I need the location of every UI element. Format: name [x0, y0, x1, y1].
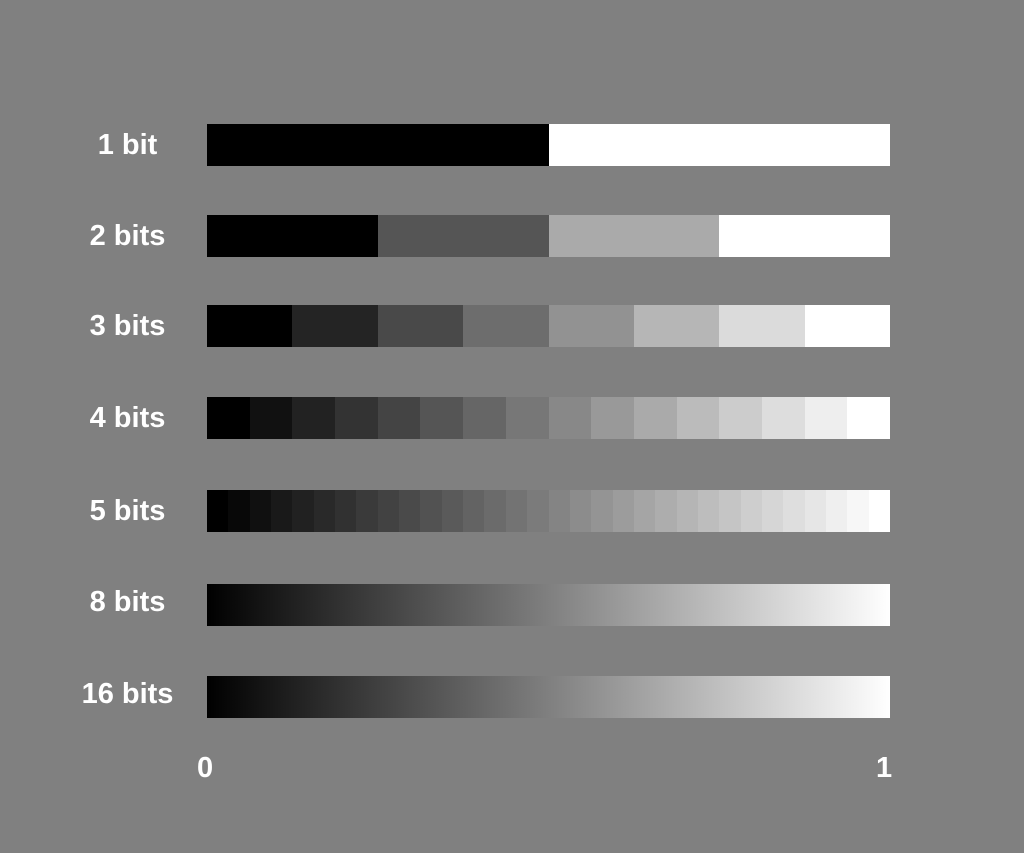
- row-label: 1 bit: [97, 129, 158, 161]
- row-label: 8 bits: [89, 586, 166, 618]
- gray-level-step: [633, 490, 656, 532]
- gray-level-step: [420, 490, 442, 532]
- gray-level-step: [548, 490, 570, 532]
- gradient-bar: [207, 584, 890, 626]
- gray-level-step: [207, 124, 549, 166]
- gray-level-step: [868, 490, 890, 532]
- gray-level-step: [825, 490, 848, 532]
- gray-level-step: [292, 305, 378, 347]
- gray-level-step: [612, 490, 634, 532]
- gray-level-step: [527, 490, 549, 532]
- gradient-bar: [207, 397, 890, 439]
- gray-level-step: [591, 397, 634, 439]
- gray-level-step: [399, 490, 421, 532]
- gradient-bar: [207, 305, 890, 347]
- gray-level-step: [377, 490, 400, 532]
- gray-level-step: [463, 397, 506, 439]
- gradient-bar: [207, 490, 890, 532]
- gray-level-step: [335, 397, 378, 439]
- gray-level-step: [633, 305, 720, 347]
- gray-level-step: [719, 490, 741, 532]
- gray-level-step: [719, 305, 805, 347]
- gray-level-step: [761, 397, 805, 439]
- gray-level-step: [719, 215, 890, 257]
- row-label: 4 bits: [89, 402, 166, 434]
- gray-level-step: [548, 305, 634, 347]
- gray-level-step: [804, 397, 848, 439]
- gray-level-step: [313, 490, 336, 532]
- gray-level-step: [377, 305, 464, 347]
- gray-level-step: [377, 215, 549, 257]
- gray-level-step: [548, 397, 592, 439]
- gray-level-step: [463, 490, 485, 532]
- gradient-bar: [207, 676, 890, 718]
- row-label: 16 bits: [81, 678, 174, 710]
- gray-level-step: [335, 490, 357, 532]
- gray-level-step: [249, 397, 293, 439]
- gray-level-step: [804, 305, 890, 347]
- gray-level-step: [591, 490, 613, 532]
- gray-level-step: [697, 490, 720, 532]
- gray-level-step: [740, 490, 762, 532]
- row-label: 2 bits: [89, 220, 166, 252]
- gray-level-step: [719, 397, 762, 439]
- axis-min-label: 0: [197, 752, 214, 784]
- gray-level-step: [569, 490, 592, 532]
- gray-level-step: [292, 397, 336, 439]
- gray-level-step: [783, 490, 805, 532]
- gray-level-step: [676, 397, 720, 439]
- gray-level-step: [655, 490, 677, 532]
- axis-max-label: 1: [876, 752, 893, 784]
- gray-level-step: [505, 397, 549, 439]
- gray-level-step: [377, 397, 421, 439]
- gray-level-step: [207, 397, 250, 439]
- gray-level-step: [847, 397, 890, 439]
- gray-level-step: [548, 124, 890, 166]
- row-label: 5 bits: [89, 495, 166, 527]
- gray-level-step: [420, 397, 464, 439]
- gray-level-step: [356, 490, 378, 532]
- gray-level-step: [228, 490, 250, 532]
- gray-level-step: [207, 215, 378, 257]
- gray-level-step: [633, 397, 677, 439]
- gray-level-step: [207, 305, 293, 347]
- gray-level-step: [761, 490, 784, 532]
- gradient-bar: [207, 215, 890, 257]
- gray-level-step: [505, 490, 528, 532]
- gray-level-step: [676, 490, 698, 532]
- gray-level-step: [441, 490, 464, 532]
- gray-level-step: [847, 490, 869, 532]
- gray-level-step: [484, 490, 506, 532]
- row-label: 3 bits: [89, 310, 166, 342]
- gray-level-step: [463, 305, 549, 347]
- gray-level-step: [548, 215, 720, 257]
- gray-level-step: [207, 490, 229, 532]
- gray-level-step: [804, 490, 826, 532]
- gradient-bar: [207, 124, 890, 166]
- gray-level-step: [271, 490, 293, 532]
- gray-level-step: [249, 490, 272, 532]
- gray-level-step: [292, 490, 314, 532]
